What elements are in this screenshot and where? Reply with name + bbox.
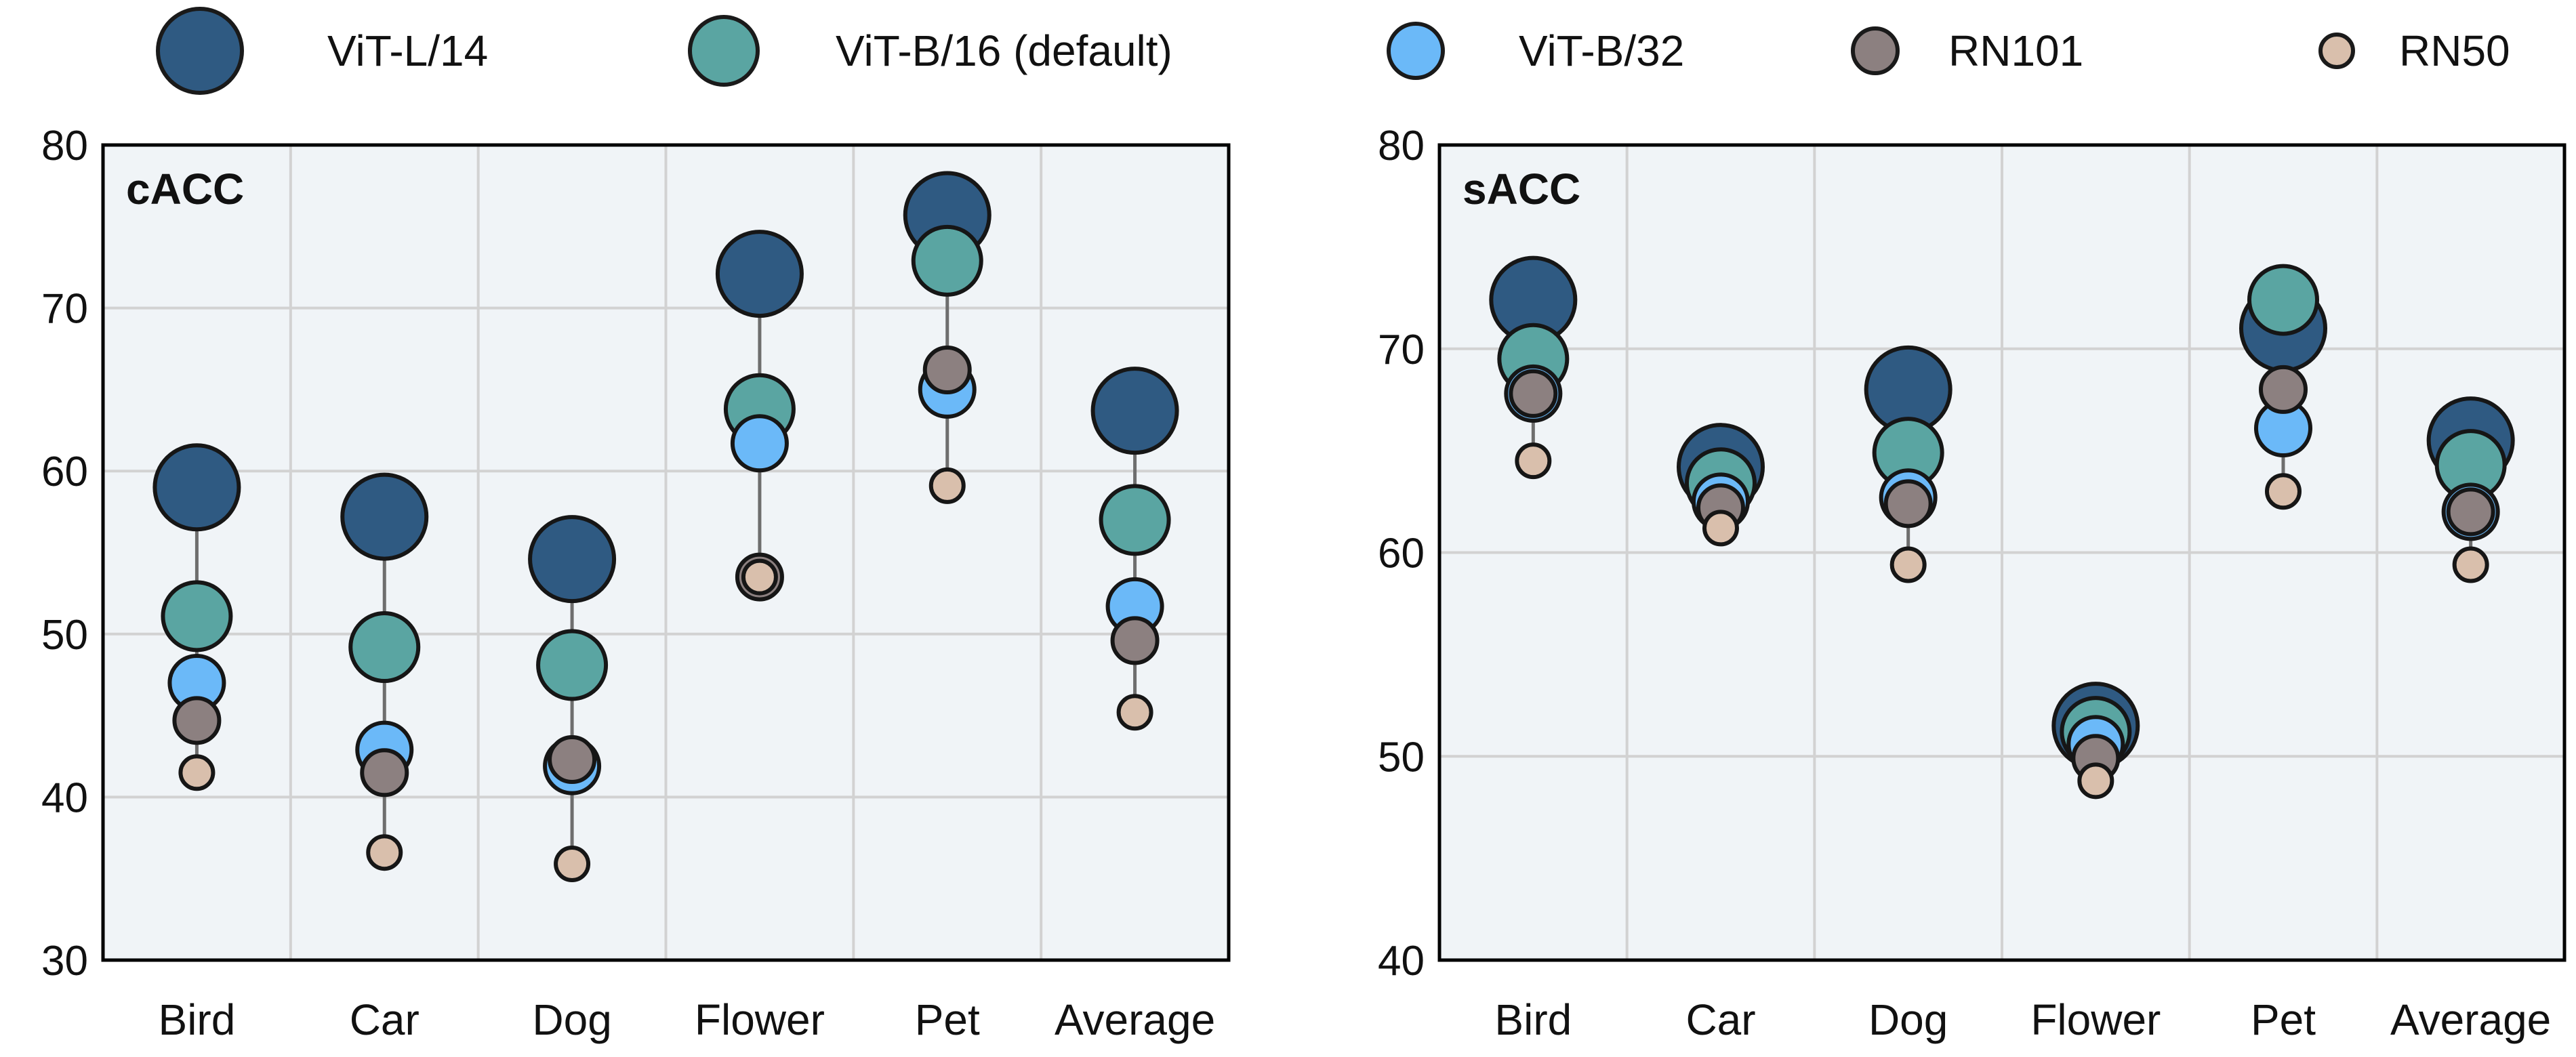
point-vit-b-16-default-dog — [536, 629, 609, 701]
y-tick-label-60: 60 — [41, 449, 88, 495]
x-tick-label-average: Average — [2390, 995, 2551, 1044]
point-rn101-pet — [922, 346, 972, 395]
legend-marker-rn50 — [2318, 33, 2355, 69]
point-rn50-bird — [1515, 442, 1552, 480]
point-rn101-bird — [1509, 369, 1558, 418]
point-rn50-dog — [1889, 546, 1927, 583]
point-rn50-car — [366, 834, 403, 871]
legend: ViT-L/14 ViT-B/16 (default) ViT-B/32 RN101 R… — [156, 7, 2510, 95]
point-vit-l-14-car — [340, 472, 429, 561]
y-tick-label-80: 80 — [1378, 123, 1425, 169]
x-tick-label-bird: Bird — [159, 995, 236, 1044]
y-tick-label-30: 30 — [41, 938, 88, 985]
point-vit-b-16-default-pet — [2247, 264, 2319, 336]
chart-panel-sacc: 40 50 60 70 80 Bird Car Dog Flower Pet Average sACC — [1378, 123, 2567, 1044]
legend-marker-rn101 — [1851, 26, 1900, 75]
point-rn101-dog — [1883, 479, 1933, 528]
chart-panel-cacc: 30 40 50 60 70 80 Bird Car Dog Flower Pet Average cA… — [41, 123, 1231, 1044]
y-tick-label-60: 60 — [1378, 531, 1425, 577]
point-vit-l-14-bird — [152, 443, 241, 532]
point-rn50-average — [2452, 546, 2489, 583]
legend-marker-vit-l-14 — [156, 7, 244, 95]
point-rn50-car — [1702, 510, 1739, 547]
x-tick-label-bird: Bird — [1494, 995, 1572, 1044]
point-rn50-pet — [928, 467, 966, 504]
y-tick-label-70: 70 — [41, 286, 88, 333]
y-tick-label-80: 80 — [41, 123, 88, 169]
legend-label-rn101: RN101 — [1948, 26, 2083, 75]
y-tick-label-40: 40 — [41, 774, 88, 821]
x-tick-label-flower: Flower — [695, 995, 825, 1044]
point-vit-b-16-default-car — [348, 611, 421, 684]
x-tick-label-car: Car — [1685, 995, 1755, 1044]
point-rn101-average — [1110, 616, 1160, 665]
point-vit-b-16-default-average — [1099, 484, 1171, 556]
point-rn101-car — [360, 748, 409, 797]
legend-label-vit-l-14: ViT-L/14 — [327, 26, 488, 75]
point-vit-b-16-default-pet — [911, 224, 983, 297]
point-rn50-average — [1116, 694, 1153, 731]
point-rn50-dog — [554, 846, 591, 883]
x-tick-label-pet: Pet — [915, 995, 980, 1044]
legend-marker-vit-b-16-default — [688, 15, 760, 87]
y-tick-label-50: 50 — [41, 612, 88, 659]
x-tick-label-pet: Pet — [2251, 995, 2316, 1044]
legend-marker-vit-b-32 — [1387, 22, 1445, 80]
panel-title-sacc: sACC — [1463, 165, 1580, 213]
point-vit-l-14-average — [1090, 367, 1179, 455]
legend-label-vit-b-32: ViT-B/32 — [1519, 26, 1684, 75]
x-tick-label-dog: Dog — [1868, 995, 1948, 1044]
x-tick-label-dog: Dog — [532, 995, 611, 1044]
point-vit-b-32-flower — [730, 414, 789, 473]
y-tick-label-50: 50 — [1378, 734, 1425, 781]
point-rn50-flower — [741, 558, 778, 596]
point-vit-l-14-flower — [715, 230, 804, 318]
legend-label-rn50: RN50 — [2399, 26, 2510, 75]
panel-title-cacc: cACC — [126, 165, 244, 213]
plot-frame — [101, 143, 1231, 962]
point-rn101-dog — [548, 735, 597, 785]
point-rn50-bird — [178, 754, 216, 791]
point-rn101-average — [2446, 487, 2495, 537]
x-tick-label-flower: Flower — [2030, 995, 2161, 1044]
legend-label-vit-b-16-default: ViT-B/16 (default) — [836, 26, 1172, 75]
y-tick-label-40: 40 — [1378, 938, 1425, 985]
point-rn50-flower — [2077, 762, 2114, 800]
x-tick-label-car: Car — [350, 995, 420, 1044]
y-tick-label-70: 70 — [1378, 327, 1425, 373]
point-rn50-pet — [2265, 473, 2302, 510]
x-tick-label-average: Average — [1055, 995, 1215, 1044]
point-rn101-bird — [172, 696, 222, 745]
point-rn101-pet — [2259, 365, 2308, 414]
point-vit-l-14-dog — [528, 515, 617, 604]
point-vit-b-16-default-bird — [161, 580, 233, 652]
plot-frame — [1437, 143, 2567, 962]
